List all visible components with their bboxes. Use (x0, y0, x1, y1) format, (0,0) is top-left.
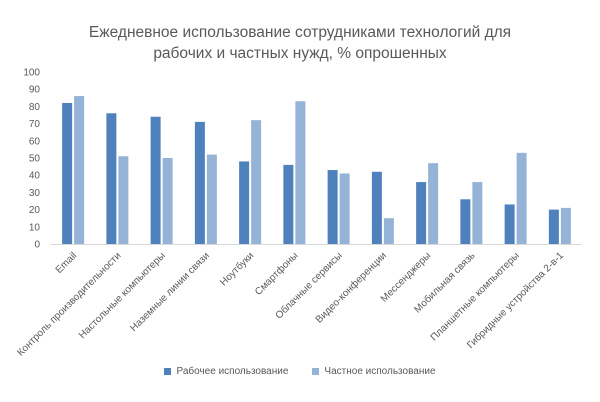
y-tick-label: 80 (29, 102, 41, 113)
chart-title-line-1: Ежедневное использование сотрудниками те… (88, 24, 512, 41)
x-tick-label: Настольные компьютеры (77, 250, 168, 341)
legend-label-private: Частное использование (324, 366, 436, 377)
y-tick-label: 50 (29, 154, 41, 165)
bar-private (516, 152, 527, 244)
bar-work (150, 116, 161, 244)
legend-swatch-private (312, 368, 320, 375)
bar-work (239, 161, 250, 244)
legend-item-private: Частное использование (312, 366, 436, 377)
chart-legend: Рабочее использование Частное использова… (0, 366, 600, 377)
y-tick-label: 60 (29, 136, 41, 147)
bar-work (327, 170, 338, 244)
bar-work (460, 199, 471, 244)
y-tick-label: 30 (29, 188, 41, 199)
x-tick-label: Видео-конференции (313, 250, 389, 326)
x-tick-label: Наземные линии связи (128, 250, 212, 334)
y-tick-label: 0 (34, 240, 40, 251)
bar-private (251, 120, 262, 244)
bar-work (62, 102, 73, 245)
x-tick-label: Email (54, 250, 79, 275)
chart-title-line-2: рабочих и частных нужд, % опрошенных (153, 45, 447, 62)
bar-private (383, 218, 394, 244)
y-tick-label: 90 (29, 85, 41, 96)
y-tick-label: 40 (29, 171, 41, 182)
bar-private (560, 207, 571, 244)
y-tick-label: 20 (29, 205, 41, 216)
x-tick-label: Планшетные компьютеры (429, 250, 522, 343)
chart-title: Ежедневное использование сотрудниками те… (0, 22, 600, 64)
bar-private (206, 154, 217, 244)
legend-swatch-work (164, 368, 172, 375)
bar-work (548, 209, 559, 244)
bar-work (283, 164, 294, 244)
bar-private (162, 158, 173, 244)
x-tick-label: Гибридные устройства 2-в-1 (464, 249, 566, 351)
y-tick-label: 100 (23, 68, 40, 79)
bar-work (194, 121, 205, 244)
bar-work (504, 204, 515, 244)
y-tick-label: 70 (29, 119, 41, 130)
bar-private (74, 96, 85, 244)
bar-work (106, 113, 117, 244)
bar-private (428, 163, 439, 244)
x-tick-label: Ноутбуки (218, 250, 257, 289)
x-tick-label: Смартфоны (252, 250, 300, 298)
legend-label-work: Рабочее использование (176, 366, 289, 377)
bar-private (472, 182, 483, 244)
bar-work (416, 182, 427, 244)
legend-item-work: Рабочее использование (164, 366, 288, 377)
bar-private (295, 101, 306, 245)
bar-work (371, 171, 382, 244)
bar-private (339, 173, 350, 244)
bar-private (118, 156, 129, 244)
y-tick-label: 10 (29, 222, 41, 233)
